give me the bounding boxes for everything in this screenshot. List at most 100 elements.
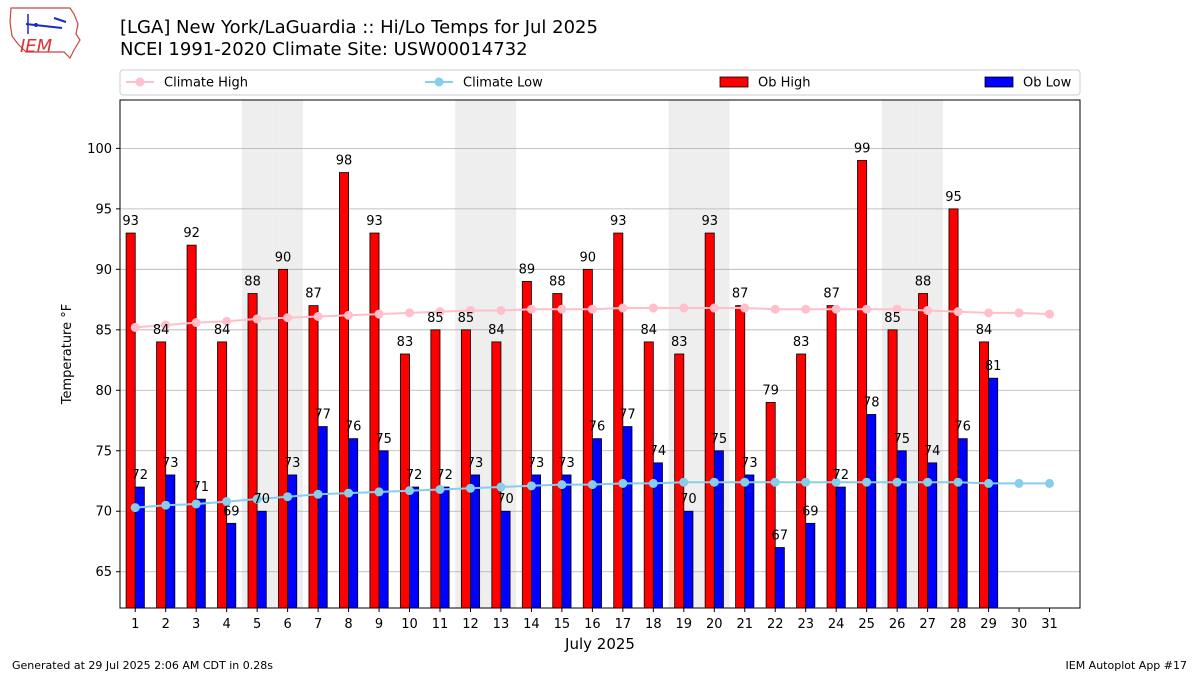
climate-high-point [679, 303, 689, 313]
climate-high-point [465, 305, 475, 315]
ob-low-label: 74 [924, 444, 941, 459]
ob-high-label: 88 [549, 275, 566, 290]
ob-low-bar [195, 498, 206, 609]
ob-low-bar [348, 438, 359, 609]
ob-low-label: 73 [558, 456, 575, 471]
ob-low-bar [470, 474, 481, 609]
ob-low-label: 73 [741, 456, 758, 471]
x-tick-label: 26 [889, 617, 906, 632]
legend-ob-low-label: Ob Low [1023, 76, 1072, 91]
y-tick-label: 95 [95, 202, 112, 217]
ob-high-label: 87 [732, 287, 749, 302]
ob-low-label: 77 [314, 408, 331, 423]
ob-low-label: 71 [192, 480, 209, 495]
ob-low-bar [683, 510, 694, 609]
ob-low-bar [774, 547, 785, 609]
climate-low-point [405, 486, 415, 496]
x-tick-label: 9 [375, 617, 383, 632]
climate-high-point [405, 308, 415, 318]
climate-high-point [496, 305, 506, 315]
y-tick-label: 90 [95, 263, 112, 278]
ob-high-bar [156, 341, 167, 609]
climate-lines [130, 303, 1055, 513]
legend-climate-high-marker [135, 77, 145, 87]
x-tick-label: 29 [980, 617, 997, 632]
climate-high-point [648, 303, 658, 313]
climate-high-point [222, 316, 232, 326]
ob-high-bar [948, 208, 959, 609]
climate-low-point [252, 494, 262, 504]
ob-high-bar [369, 232, 380, 609]
plot-frame [119, 99, 1081, 609]
climate-low-point [557, 480, 567, 490]
ob-high-bar [857, 160, 868, 609]
ob-low-label: 75 [711, 432, 728, 447]
ob-low-label: 70 [497, 492, 514, 507]
climate-high-point [252, 314, 262, 324]
ob-low-bar [409, 486, 420, 609]
x-tick-label: 1 [131, 617, 139, 632]
climate-low-point [283, 492, 293, 502]
climate-low-point [374, 487, 384, 497]
ob-low-bar [561, 474, 572, 609]
legend: Climate High Climate Low Ob High Ob Low [119, 69, 1081, 96]
ob-high-label: 79 [762, 383, 779, 398]
climate-high-point [1014, 308, 1024, 318]
ob-low-label: 73 [162, 456, 179, 471]
ob-low-label: 75 [375, 432, 392, 447]
climate-low-point [892, 477, 902, 487]
climate-high-point [557, 304, 567, 314]
ob-high-bar [552, 293, 563, 609]
x-tick-label: 10 [401, 617, 418, 632]
ob-low-label: 76 [345, 420, 362, 435]
x-tick-label: 5 [253, 617, 261, 632]
climate-high-point [1045, 309, 1055, 319]
climate-high-point [435, 307, 445, 317]
ob-low-label: 70 [680, 492, 697, 507]
ob-high-bar [491, 341, 502, 609]
ob-low-label: 67 [772, 529, 789, 544]
ob-low-bar [866, 414, 877, 609]
ob-low-label: 77 [619, 408, 636, 423]
x-tick-label: 24 [828, 617, 845, 632]
climate-low-point [222, 497, 232, 507]
x-tick-label: 6 [283, 617, 291, 632]
x-tick-label: 12 [462, 617, 479, 632]
ob-high-bar [308, 305, 319, 609]
x-tick-label: 19 [676, 617, 693, 632]
ob-high-label: 84 [640, 323, 657, 338]
climate-low-point [648, 478, 658, 488]
ob-low-label: 69 [802, 504, 819, 519]
ob-low-bar [744, 474, 755, 609]
climate-low-point [709, 477, 719, 487]
x-axis-label: July 2025 [564, 635, 635, 653]
climate-low-point [191, 499, 201, 509]
climate-high-point [862, 304, 872, 314]
ob-high-label: 85 [427, 311, 444, 326]
ob-low-bar [531, 474, 541, 609]
ob-high-label: 93 [610, 214, 627, 229]
ob-high-label: 83 [671, 335, 688, 350]
ob-low-label: 73 [467, 456, 484, 471]
y-tick-label: 80 [95, 384, 112, 399]
climate-low-point [770, 477, 780, 487]
climate-low-point [313, 489, 323, 499]
climate-low-point [496, 482, 506, 492]
climate-low-point [161, 500, 171, 510]
x-tick-label: 16 [584, 617, 601, 632]
ob-high-label: 89 [519, 262, 536, 277]
ob-low-label: 81 [985, 359, 1002, 374]
ob-high-label: 93 [122, 214, 139, 229]
climate-low-point [1045, 478, 1055, 488]
x-tick-label: 22 [767, 617, 784, 632]
climate-low-point [801, 477, 811, 487]
ob-high-label: 90 [275, 250, 292, 265]
legend-ob-high-label: Ob High [758, 76, 811, 91]
ob-low-bar [500, 510, 511, 609]
legend-climate-low-marker [434, 77, 444, 87]
data-labels: 93 84 92 84 88 90 87 98 93 83 85 85 84 89 88 90 93 84 83 93… [122, 141, 1001, 543]
climate-high-point [313, 312, 323, 322]
climate-low-point [618, 478, 628, 488]
x-tick-label: 21 [736, 617, 753, 632]
